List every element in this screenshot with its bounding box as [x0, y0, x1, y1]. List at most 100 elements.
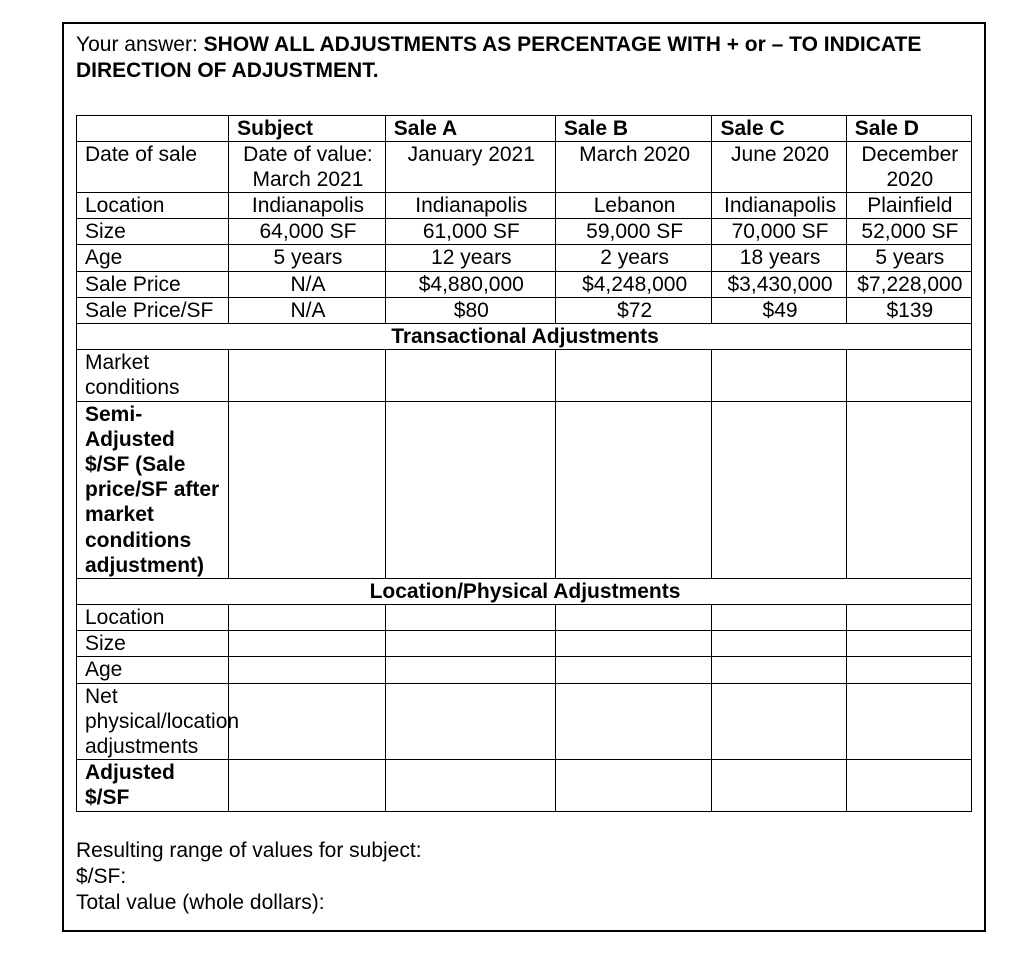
cell-subject: [229, 401, 386, 578]
header-sale-c: Sale C: [712, 115, 846, 141]
cell-label: Location: [77, 193, 229, 219]
cell-d: [846, 631, 971, 657]
cell-subject: N/A: [229, 271, 386, 297]
cell-d: [846, 683, 971, 760]
row-date-of-sale: Date of sale Date of value: March 2021 J…: [77, 141, 972, 192]
cell-label: Location: [77, 605, 229, 631]
cell-subject: 5 years: [229, 245, 386, 271]
cell-d: $7,228,000: [846, 271, 971, 297]
instruction-lead: Your answer:: [76, 33, 204, 56]
cell-subject: [229, 605, 386, 631]
cell-d: Plainfield: [846, 193, 971, 219]
row-location: Location Indianapolis Indianapolis Leban…: [77, 193, 972, 219]
cell-a: Indianapolis: [385, 193, 555, 219]
cell-c: $3,430,000: [712, 271, 846, 297]
cell-b: [555, 401, 712, 578]
cell-c: [712, 631, 846, 657]
cell-a: $80: [385, 297, 555, 323]
cell-subject: [229, 350, 386, 401]
cell-b: [555, 605, 712, 631]
header-sale-d: Sale D: [846, 115, 971, 141]
cell-label: Age: [77, 657, 229, 683]
cell-label: Age: [77, 245, 229, 271]
cell-a: [385, 657, 555, 683]
cell-d: 52,000 SF: [846, 219, 971, 245]
cell-d: [846, 350, 971, 401]
cell-a: [385, 760, 555, 811]
cell-b: $4,248,000: [555, 271, 712, 297]
header-blank: [77, 115, 229, 141]
footer-line1: Resulting range of values for subject:: [76, 838, 972, 864]
row-adjusted-sf: Adjusted $/SF: [77, 760, 972, 811]
cell-label: Date of sale: [77, 141, 229, 192]
row-age2: Age: [77, 657, 972, 683]
cell-b: $72: [555, 297, 712, 323]
cell-d: [846, 657, 971, 683]
cell-b: 59,000 SF: [555, 219, 712, 245]
cell-a: [385, 605, 555, 631]
document-frame: Your answer: SHOW ALL ADJUSTMENTS AS PER…: [62, 22, 986, 932]
cell-b: [555, 760, 712, 811]
cell-subject: [229, 760, 386, 811]
cell-d: [846, 401, 971, 578]
header-sale-a: Sale A: [385, 115, 555, 141]
cell-subject: [229, 683, 386, 760]
header-row: Subject Sale A Sale B Sale C Sale D: [77, 115, 972, 141]
cell-b: [555, 350, 712, 401]
adjustment-grid: Subject Sale A Sale B Sale C Sale D Date…: [76, 115, 972, 812]
cell-label: Adjusted $/SF: [77, 760, 229, 811]
cell-subject: [229, 631, 386, 657]
section-location-physical: Location/Physical Adjustments: [77, 578, 972, 604]
cell-d: December 2020: [846, 141, 971, 192]
footer-line3: Total value (whole dollars):: [76, 890, 972, 916]
footer-block: Resulting range of values for subject: $…: [76, 838, 972, 917]
cell-c: [712, 350, 846, 401]
section-transactional: Transactional Adjustments: [77, 324, 972, 350]
cell-c: $49: [712, 297, 846, 323]
cell-a: 12 years: [385, 245, 555, 271]
row-market-conditions: Market conditions: [77, 350, 972, 401]
cell-c: [712, 760, 846, 811]
cell-a: [385, 631, 555, 657]
cell-c: [712, 401, 846, 578]
cell-c: [712, 683, 846, 760]
instruction-paragraph: Your answer: SHOW ALL ADJUSTMENTS AS PER…: [76, 32, 972, 85]
cell-c: June 2020: [712, 141, 846, 192]
cell-b: 2 years: [555, 245, 712, 271]
footer-line2: $/SF:: [76, 864, 972, 890]
cell-subject: N/A: [229, 297, 386, 323]
cell-b: [555, 683, 712, 760]
cell-a: January 2021: [385, 141, 555, 192]
cell-c: 70,000 SF: [712, 219, 846, 245]
cell-label: Net physical/location adjustments: [77, 683, 229, 760]
cell-a: [385, 401, 555, 578]
cell-c: [712, 605, 846, 631]
cell-c: [712, 657, 846, 683]
cell-label: Sale Price: [77, 271, 229, 297]
cell-subject: Indianapolis: [229, 193, 386, 219]
cell-b: [555, 657, 712, 683]
row-sale-price: Sale Price N/A $4,880,000 $4,248,000 $3,…: [77, 271, 972, 297]
cell-b: Lebanon: [555, 193, 712, 219]
row-size2: Size: [77, 631, 972, 657]
cell-a: 61,000 SF: [385, 219, 555, 245]
cell-b: March 2020: [555, 141, 712, 192]
cell-subject: 64,000 SF: [229, 219, 386, 245]
row-age: Age 5 years 12 years 2 years 18 years 5 …: [77, 245, 972, 271]
cell-d: 5 years: [846, 245, 971, 271]
cell-c: 18 years: [712, 245, 846, 271]
header-subject: Subject: [229, 115, 386, 141]
cell-label: Market conditions: [77, 350, 229, 401]
cell-d: [846, 605, 971, 631]
row-location2: Location: [77, 605, 972, 631]
cell-subject: Date of value: March 2021: [229, 141, 386, 192]
cell-subject: [229, 657, 386, 683]
cell-d: $139: [846, 297, 971, 323]
row-size: Size 64,000 SF 61,000 SF 59,000 SF 70,00…: [77, 219, 972, 245]
cell-label: Sale Price/SF: [77, 297, 229, 323]
cell-label: Size: [77, 219, 229, 245]
cell-c: Indianapolis: [712, 193, 846, 219]
header-sale-b: Sale B: [555, 115, 712, 141]
row-section-location-physical: Location/Physical Adjustments: [77, 578, 972, 604]
cell-d: [846, 760, 971, 811]
